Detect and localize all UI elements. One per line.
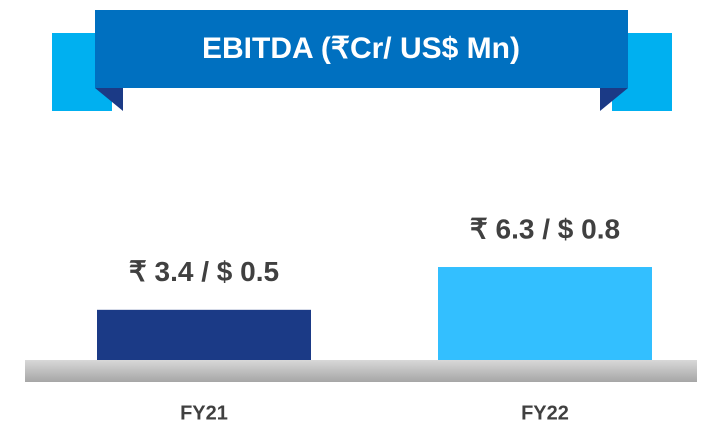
value-label: ₹ 3.4 / $ 0.5 [129, 256, 279, 287]
floor [25, 360, 697, 382]
chart-title: EBITDA (₹Cr/ US$ Mn) [202, 32, 520, 65]
x-tick-label: FY21 [180, 402, 228, 424]
title-banner: EBITDA (₹Cr/ US$ Mn) [52, 10, 672, 111]
banner-main [95, 10, 628, 88]
banner-fold [600, 88, 628, 111]
banner-fold [95, 88, 123, 111]
bar [438, 267, 652, 360]
x-tick-label: FY22 [521, 402, 569, 424]
value-label: ₹ 6.3 / $ 0.8 [470, 213, 620, 244]
bar [97, 309, 311, 360]
